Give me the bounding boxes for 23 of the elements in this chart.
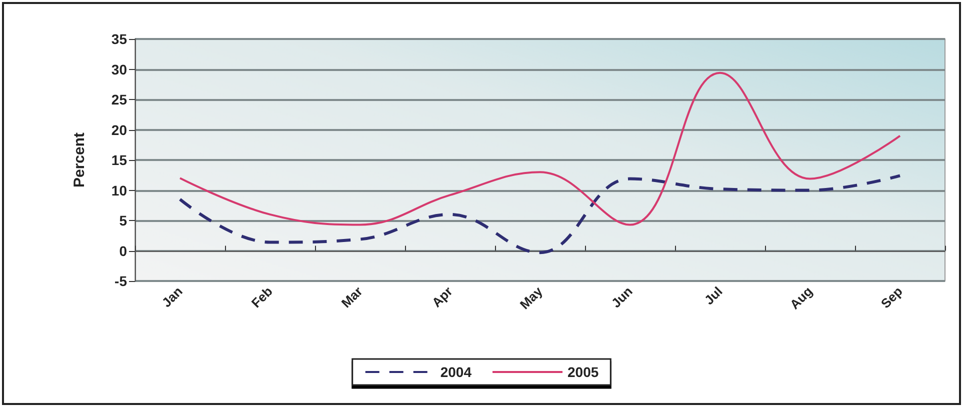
legend-label: 2005 (568, 364, 599, 380)
y-tick-label: 5 (119, 212, 128, 228)
x-tick-label: Apr (428, 284, 456, 310)
y-axis-title: Percent (71, 132, 88, 188)
x-tick-label: Feb (248, 284, 276, 311)
x-tick-label: May (516, 283, 546, 312)
y-tick-label: 35 (111, 31, 128, 47)
x-tick-label: Jun (608, 284, 636, 311)
x-tick-label: Mar (338, 284, 366, 311)
x-tick-label: Aug (786, 284, 816, 312)
y-tick-label: -5 (114, 273, 128, 289)
y-tick-label: 15 (111, 152, 128, 168)
line-series (179, 72, 901, 226)
legend-label: 2004 (440, 364, 472, 380)
y-tick-label: 0 (119, 242, 128, 259)
x-tick-label: Sep (878, 284, 906, 312)
x-tick-label: Jan (158, 284, 186, 310)
y-tick-label: 30 (111, 61, 128, 78)
y-tick-label: 20 (111, 122, 128, 138)
line-series (178, 174, 902, 254)
y-tick-label: 10 (111, 182, 128, 198)
y-tick-label: 25 (111, 92, 128, 108)
x-tick-label: Jul (701, 284, 726, 308)
